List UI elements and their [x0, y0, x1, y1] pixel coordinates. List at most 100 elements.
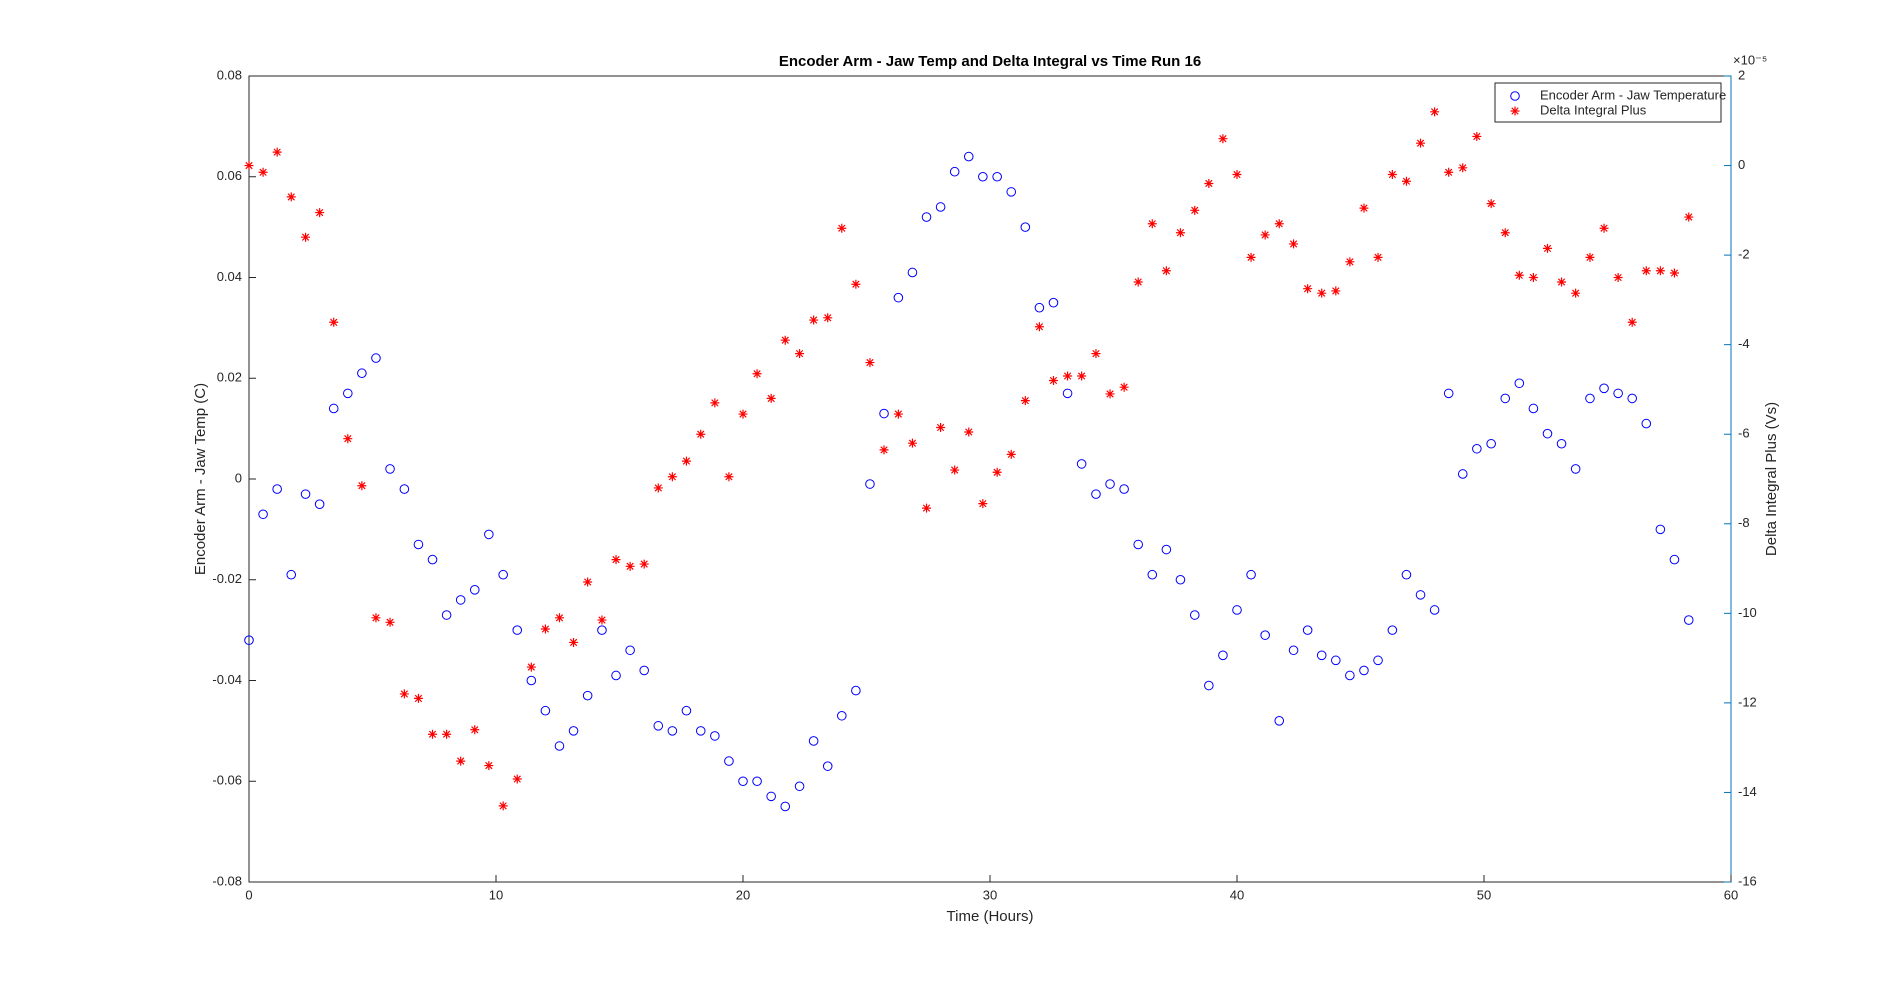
point	[710, 731, 720, 741]
point	[1641, 418, 1652, 429]
point	[286, 192, 296, 202]
point	[343, 434, 353, 444]
point	[1457, 469, 1468, 479]
point	[1034, 322, 1044, 332]
point	[935, 202, 946, 212]
point	[329, 317, 339, 327]
point	[1500, 393, 1511, 404]
point	[1613, 273, 1623, 282]
point	[583, 577, 593, 587]
point	[1274, 219, 1284, 229]
point	[893, 292, 904, 303]
point	[1542, 428, 1553, 439]
point	[1429, 605, 1440, 615]
point	[1684, 212, 1694, 222]
point	[1091, 349, 1101, 359]
point	[978, 171, 988, 182]
point	[1359, 665, 1369, 676]
point	[1190, 205, 1200, 215]
x-tick-label: 20	[736, 887, 750, 902]
y-tick-label: 0.08	[217, 67, 242, 82]
x-axis-label: Time (Hours)	[947, 908, 1034, 925]
y-tick-label: -0.04	[212, 672, 242, 687]
point	[1316, 650, 1327, 661]
point	[1472, 443, 1482, 454]
point	[667, 472, 677, 482]
point	[625, 645, 635, 656]
y2-tick-label: -6	[1738, 426, 1750, 441]
point	[752, 369, 762, 379]
point	[385, 617, 395, 627]
point	[1218, 134, 1228, 144]
point	[554, 613, 564, 623]
point	[456, 756, 466, 766]
point	[1514, 378, 1525, 389]
point	[1302, 625, 1313, 635]
point	[1175, 228, 1185, 238]
point	[244, 635, 254, 646]
point	[667, 726, 678, 736]
point	[1345, 257, 1355, 267]
point	[1331, 286, 1341, 296]
point	[1189, 610, 1200, 620]
point	[1147, 569, 1158, 580]
point	[1105, 389, 1115, 399]
point	[1500, 228, 1510, 238]
point	[1274, 716, 1285, 726]
point	[1571, 288, 1581, 298]
point	[1006, 449, 1016, 459]
point	[1133, 539, 1143, 550]
point	[1458, 163, 1468, 173]
chart-title: Encoder Arm - Jaw Temp and Delta Integra…	[779, 53, 1201, 70]
point	[484, 529, 494, 540]
point	[1175, 574, 1186, 585]
point	[498, 569, 508, 580]
point	[1387, 170, 1397, 180]
y-tick-label: -0.02	[212, 571, 242, 586]
point	[1669, 268, 1679, 278]
y2-tick-label: -12	[1738, 694, 1757, 709]
point	[1585, 393, 1595, 404]
point	[879, 445, 889, 455]
y2-tick-label: -4	[1738, 336, 1750, 351]
point	[1627, 393, 1637, 404]
point	[1147, 219, 1157, 229]
point	[752, 776, 762, 787]
point	[1119, 484, 1129, 494]
point	[1063, 371, 1073, 381]
point	[498, 801, 508, 811]
point	[1232, 605, 1242, 615]
point	[837, 710, 847, 721]
point	[314, 499, 325, 509]
y2-tick-label: -2	[1738, 247, 1750, 262]
legend-marker	[1510, 106, 1520, 116]
point	[681, 456, 691, 466]
point	[1486, 199, 1496, 209]
point	[992, 467, 1002, 477]
x-tick-label: 50	[1477, 887, 1491, 902]
point	[1020, 222, 1031, 232]
point	[258, 509, 268, 520]
y-axis-label: Encoder Arm - Jaw Temp (C)	[192, 383, 209, 575]
point	[964, 427, 974, 437]
point	[1246, 569, 1256, 580]
point	[244, 161, 254, 171]
point	[893, 409, 903, 419]
legend-label: Encoder Arm - Jaw Temperature	[1540, 87, 1726, 102]
legend	[1494, 82, 1722, 123]
point	[1570, 464, 1581, 474]
point	[1430, 107, 1440, 117]
point	[780, 335, 790, 345]
point	[1472, 131, 1482, 141]
point	[851, 279, 861, 289]
point	[922, 503, 932, 513]
y-tick-label: 0	[235, 470, 242, 485]
point	[1359, 203, 1369, 213]
point	[1077, 371, 1087, 381]
point	[1288, 645, 1299, 656]
point	[625, 561, 635, 571]
point	[611, 670, 621, 681]
point	[1303, 284, 1313, 294]
point	[1401, 569, 1412, 580]
point	[1599, 383, 1609, 394]
